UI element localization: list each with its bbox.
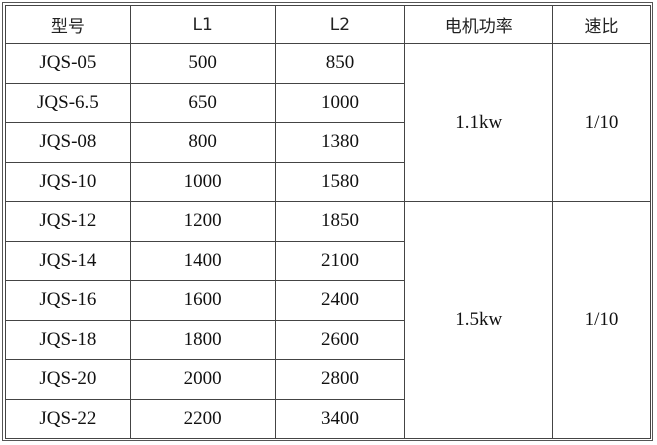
cell-power: 1.5kw	[404, 201, 554, 439]
table-row: JQS-05 500 850 1.1kw 1/10	[5, 43, 651, 202]
table-row: JQS-16 1600 2400	[5, 280, 651, 321]
cell-l2: 1380	[274, 122, 406, 163]
cell-model: JQS-08	[5, 122, 131, 163]
cell-model: JQS-14	[5, 240, 131, 281]
cell-l2: 3400	[274, 398, 406, 439]
cell-l2: 2600	[274, 319, 406, 360]
table-row: JQS-14 1400 2100	[5, 240, 651, 281]
cell-l2: 1580	[274, 161, 406, 202]
spec-table: 型号 L1 L2 电机功率 速比 JQS-05 500 850 1.1kw 1/10 JQ…	[5, 5, 651, 439]
cell-l1: 800	[129, 122, 276, 163]
cell-model: JQS-16	[5, 280, 131, 321]
cell-l2: 1000	[274, 82, 406, 123]
cell-l1: 2200	[129, 398, 276, 439]
cell-l1: 1800	[129, 319, 276, 360]
table-row: JQS-20 2000 2800	[5, 359, 651, 400]
table-row: JQS-12 1200 1850 1.5kw 1/10	[5, 201, 651, 439]
table-row: JQS-22 2200 3400	[5, 398, 651, 439]
table-row: JQS-10 1000 1580	[5, 161, 651, 202]
table-row: JQS-6.5 650 1000	[5, 82, 651, 123]
cell-model: JQS-20	[5, 359, 131, 400]
cell-l1: 1600	[129, 280, 276, 321]
cell-l2: 850	[274, 43, 406, 84]
cell-l1: 1400	[129, 240, 276, 281]
cell-l1: 650	[129, 82, 276, 123]
cell-model: JQS-18	[5, 319, 131, 360]
header-ratio: 速比	[552, 5, 651, 44]
cell-l1: 1200	[129, 201, 276, 242]
header-power: 电机功率	[404, 5, 554, 44]
cell-l2: 2400	[274, 280, 406, 321]
table-row: JQS-08 800 1380	[5, 122, 651, 163]
cell-ratio: 1/10	[552, 43, 651, 202]
table-row: JQS-18 1800 2600	[5, 319, 651, 360]
cell-model: JQS-05	[5, 43, 131, 84]
header-l2: L2	[274, 5, 406, 44]
header-l1: L1	[129, 5, 276, 44]
cell-power: 1.1kw	[404, 43, 554, 202]
cell-l2: 2800	[274, 359, 406, 400]
cell-model: JQS-10	[5, 161, 131, 202]
cell-model: JQS-6.5	[5, 82, 131, 123]
cell-ratio: 1/10	[552, 201, 651, 439]
header-row: 型号 L1 L2 电机功率 速比	[5, 5, 651, 44]
cell-model: JQS-12	[5, 201, 131, 242]
table-outer-border	[2, 2, 653, 441]
cell-l1: 500	[129, 43, 276, 84]
cell-l2: 1850	[274, 201, 406, 242]
cell-l2: 2100	[274, 240, 406, 281]
header-model: 型号	[5, 5, 131, 44]
cell-l1: 2000	[129, 359, 276, 400]
cell-model: JQS-22	[5, 398, 131, 439]
cell-l1: 1000	[129, 161, 276, 202]
